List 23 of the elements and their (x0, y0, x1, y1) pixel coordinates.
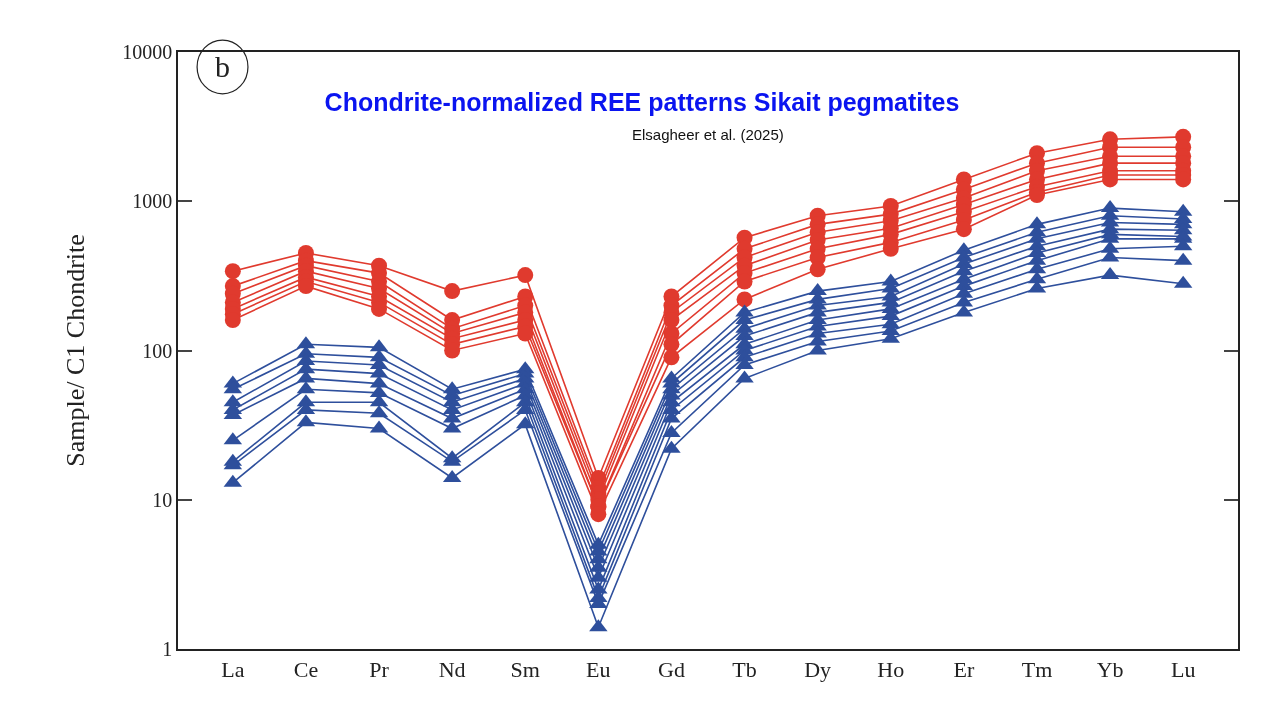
text: Chondrite-normalized REE patterns Sikait pegmatites (324, 87, 960, 116)
x-tick-label: Sm (510, 657, 540, 683)
x-tick-label: Pr (369, 657, 390, 683)
y-tick-label: 1000 (132, 190, 173, 213)
x-tick-label: Er (953, 657, 975, 683)
x-tick-label: Tm (1021, 657, 1053, 683)
x-tick-label: Dy (804, 657, 832, 683)
x-tick-label: Yb (1096, 657, 1124, 683)
annotation: b (215, 50, 230, 83)
y-tick-label: 10 (152, 488, 173, 511)
y-tick-label: 1 (162, 638, 173, 660)
x-tick-label: Eu (586, 657, 611, 683)
y-tick-label: 100 (142, 339, 173, 362)
y-tick-label: 10000 (122, 41, 173, 63)
y-axis-title: Sample/ C1 Chondrite (61, 234, 91, 467)
x-tick-label: Ce (293, 657, 319, 683)
x-tick-label: Gd (658, 657, 685, 683)
x-tick-label: La (221, 657, 245, 683)
x-tick-label: Tb (732, 657, 757, 683)
x-tick-label: Lu (1170, 657, 1196, 683)
x-tick-label: Ho (877, 657, 905, 683)
x-tick-label: Nd (438, 657, 466, 683)
text: Elsagheer et al. (2025) (632, 126, 784, 143)
